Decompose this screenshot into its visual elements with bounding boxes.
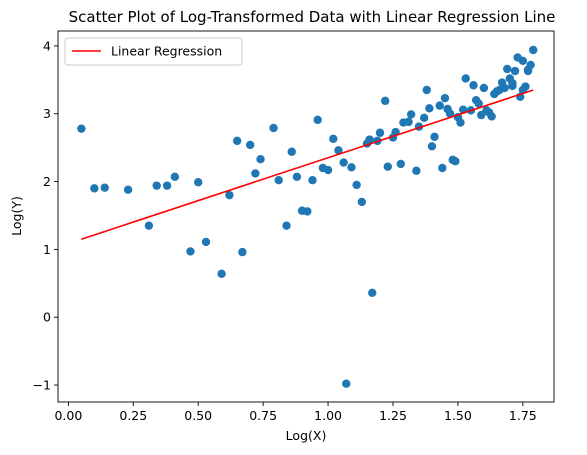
data-point — [77, 124, 86, 133]
data-point — [456, 118, 465, 127]
data-point — [469, 81, 478, 90]
x-tick-label: 0.00 — [54, 408, 82, 423]
data-point — [445, 109, 455, 118]
data-point — [365, 135, 374, 144]
data-point — [357, 197, 367, 207]
legend: Linear Regression — [64, 37, 243, 66]
data-point — [334, 146, 343, 155]
data-point — [238, 247, 247, 257]
data-point — [256, 154, 265, 164]
x-tick-label: 1.75 — [509, 408, 537, 423]
data-point — [500, 83, 509, 93]
y-tick-label: 3 — [43, 106, 51, 121]
data-point — [292, 172, 302, 182]
data-point — [201, 237, 211, 247]
y-axis: −1 0 1 2 3 4 — [33, 38, 58, 393]
data-point — [438, 163, 447, 173]
chart-title: Scatter Plot of Log-Transformed Data wit… — [69, 8, 556, 26]
data-point — [144, 221, 154, 230]
data-point — [375, 128, 385, 137]
x-tick-label: 1.50 — [444, 408, 472, 423]
data-point — [440, 93, 450, 103]
x-axis: 0.00 0.25 0.50 0.75 1.00 1.25 1.50 1.75 — [54, 402, 537, 423]
y-tick-label: 4 — [43, 38, 51, 53]
x-tick-label: 0.25 — [119, 408, 147, 423]
data-point — [329, 134, 338, 144]
data-point — [474, 99, 483, 108]
data-point — [503, 64, 512, 74]
data-point — [100, 183, 109, 192]
data-point — [308, 176, 317, 185]
x-tick-label: 0.50 — [184, 408, 212, 423]
data-point — [425, 104, 434, 113]
data-point — [245, 140, 255, 150]
y-tick-label: 1 — [43, 242, 51, 257]
data-point — [194, 178, 203, 187]
data-point — [152, 181, 161, 190]
data-point — [303, 207, 312, 216]
data-point — [518, 56, 528, 66]
data-point — [406, 110, 416, 119]
data-point — [487, 112, 496, 121]
x-tick-label: 1.00 — [314, 408, 342, 423]
plot-area — [77, 45, 538, 388]
x-tick-label: 0.75 — [249, 408, 277, 423]
data-point — [217, 269, 226, 279]
data-point — [313, 115, 322, 125]
data-point — [451, 157, 460, 166]
data-point — [339, 158, 348, 167]
data-point — [162, 181, 172, 190]
data-point — [461, 74, 470, 83]
data-point — [396, 159, 405, 169]
y-axis-label: Log(Y) — [9, 196, 24, 236]
data-point — [479, 83, 489, 93]
y-tick-label: 0 — [43, 310, 51, 325]
data-point — [510, 66, 520, 76]
regression-line — [81, 89, 534, 240]
data-point — [232, 136, 242, 146]
data-point — [422, 85, 431, 95]
data-point — [287, 147, 296, 156]
data-point — [251, 169, 260, 178]
y-tick-label: 2 — [43, 174, 51, 189]
data-point — [90, 184, 99, 193]
data-point — [523, 66, 533, 76]
data-point — [430, 132, 439, 142]
data-point — [383, 162, 392, 171]
data-point — [427, 142, 437, 151]
data-point — [323, 165, 333, 175]
legend-box — [64, 37, 243, 66]
plot-frame — [57, 30, 555, 403]
data-point — [123, 185, 133, 194]
data-point — [186, 247, 195, 256]
data-point — [225, 190, 234, 200]
data-point — [404, 117, 413, 127]
data-point — [342, 379, 351, 388]
data-point — [508, 79, 517, 88]
data-point — [435, 101, 444, 110]
data-point — [412, 166, 421, 175]
data-point — [419, 113, 429, 123]
x-tick-label: 1.25 — [379, 408, 407, 423]
data-point — [282, 221, 291, 230]
x-axis-label: Log(X) — [286, 428, 327, 443]
data-point — [368, 288, 377, 297]
data-point — [381, 96, 390, 106]
data-point — [269, 123, 278, 133]
y-tick-label: −1 — [33, 378, 51, 393]
data-point — [529, 45, 538, 55]
data-point — [274, 176, 283, 185]
data-point — [347, 163, 356, 172]
legend-regression-label: Linear Regression — [111, 44, 222, 59]
data-point — [352, 180, 361, 190]
data-point — [170, 172, 180, 182]
